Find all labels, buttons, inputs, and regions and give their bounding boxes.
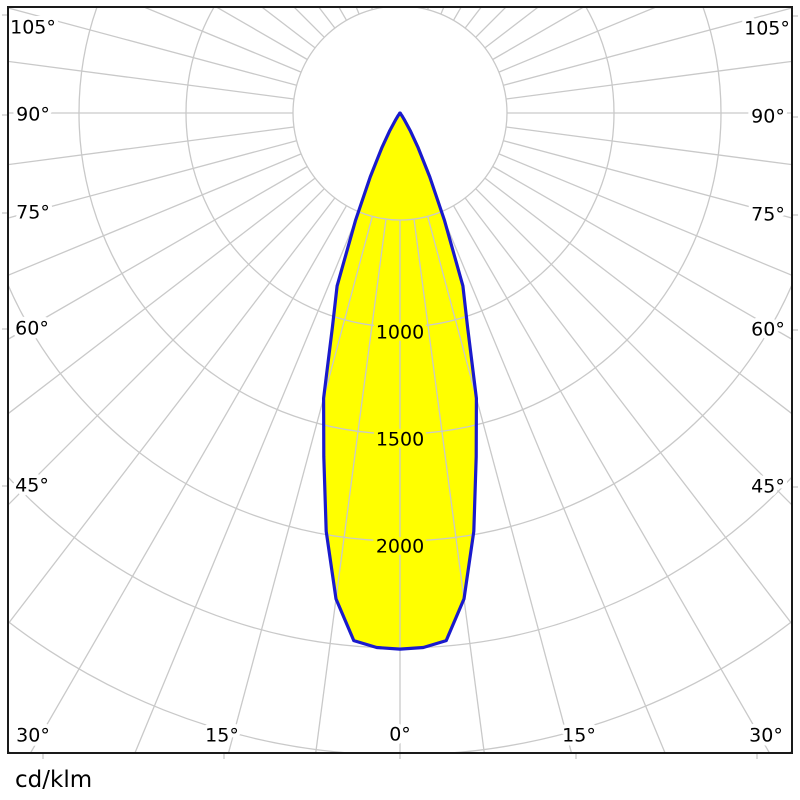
grid-spoke (413, 219, 485, 753)
angle-label-bottom-0deg: 0° (389, 724, 411, 746)
angle-label-right-90deg: 90° (751, 106, 785, 128)
unit-label: cd/klm (15, 767, 93, 793)
grid-spoke (440, 211, 666, 753)
grid-spoke (464, 197, 792, 625)
grid-spoke (8, 7, 297, 86)
grid-spoke (315, 219, 387, 753)
angle-label-left-75deg: 75° (16, 202, 50, 224)
grid-spoke (8, 153, 302, 277)
angle-label-right-60deg: 60° (751, 319, 785, 341)
radius-label-2000: 2000 (376, 536, 424, 558)
radius-label-1000: 1000 (376, 322, 424, 344)
grid-spoke (8, 188, 325, 506)
beam-outline (322, 111, 478, 651)
grid-spoke (452, 205, 771, 753)
grid-spoke (492, 165, 792, 341)
angle-label-left-105deg: 105° (10, 17, 56, 39)
grid-spoke (134, 211, 360, 753)
grid-spoke (475, 188, 792, 506)
angle-label-bottom-15deg: 15° (562, 725, 596, 747)
angle-label-left-60deg: 60° (15, 318, 49, 340)
grid-spoke (427, 216, 573, 753)
angle-label-right-105deg: 105° (744, 18, 790, 40)
grid-spoke (8, 60, 294, 100)
grid-spoke (8, 165, 308, 341)
grid-spoke (227, 216, 373, 753)
grid-spoke (8, 177, 316, 415)
angle-label-left-45deg: 45° (15, 475, 49, 497)
grid-spoke (506, 126, 792, 166)
radius-label-1500: 1500 (376, 429, 424, 451)
angle-label-right-45deg: 45° (751, 476, 785, 498)
grid-spoke (29, 205, 348, 753)
angle-label-right-75deg: 75° (751, 204, 785, 226)
grid-spoke (506, 60, 792, 100)
grid-spoke (8, 140, 297, 219)
grid-spoke (8, 197, 336, 625)
grid-spoke (498, 153, 792, 277)
grid-spoke (8, 126, 294, 166)
angle-label-bottom-30deg: 30° (749, 725, 783, 747)
grid-spoke (503, 140, 792, 219)
grid-spoke (503, 7, 792, 86)
plot-border (7, 6, 793, 754)
angle-label-bottom-30deg: 30° (16, 725, 50, 747)
angle-label-bottom-15deg: 15° (205, 725, 239, 747)
grid-spoke (484, 177, 792, 415)
angle-label-left-90deg: 90° (16, 104, 50, 126)
